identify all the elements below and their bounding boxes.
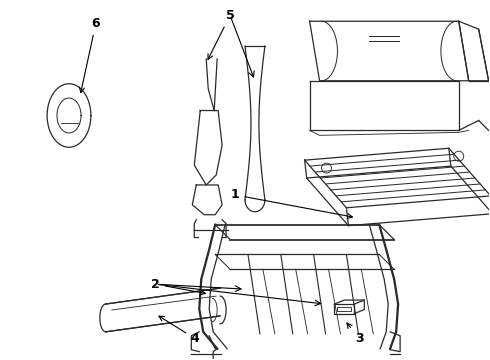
Text: 1: 1 (231, 188, 352, 219)
Text: 5: 5 (208, 9, 234, 59)
Text: 2: 2 (151, 278, 205, 295)
Text: 6: 6 (79, 17, 100, 93)
Text: 4: 4 (159, 316, 199, 345)
Text: 3: 3 (347, 323, 364, 345)
